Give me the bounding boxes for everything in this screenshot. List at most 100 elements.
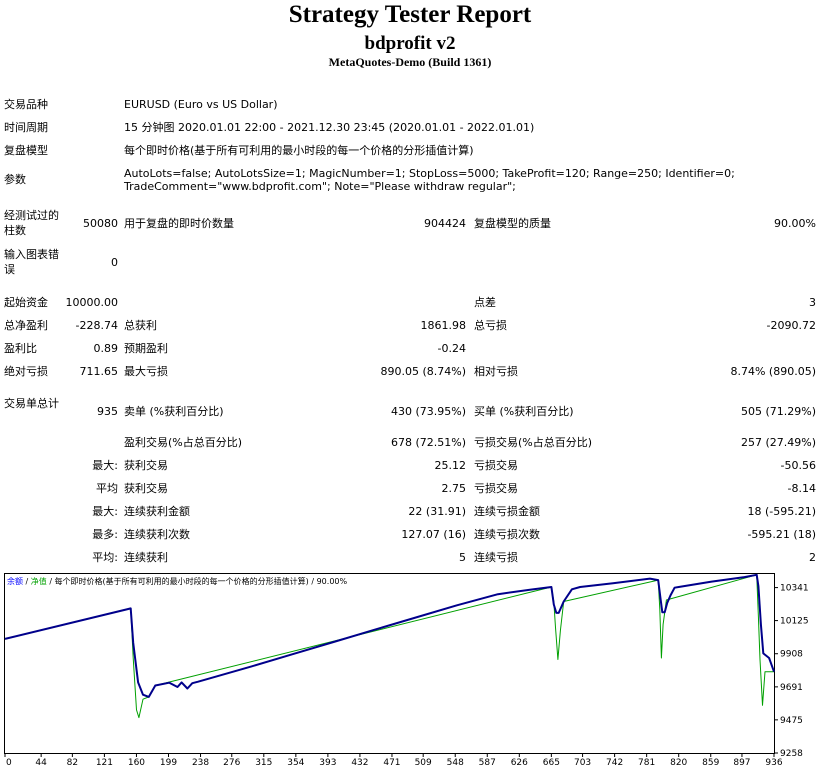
average-consecutive-wins-value: 5 xyxy=(459,551,466,564)
legend-separator-3: / xyxy=(309,577,317,586)
svg-text:余额 / 净值 / 每个即时价格(基于所有可利用的最小时段的: 余额 / 净值 / 每个即时价格(基于所有可利用的最小时段的每一个价格的分形插值… xyxy=(7,576,347,586)
x-tick-label: 354 xyxy=(287,758,304,767)
x-tick-label: 781 xyxy=(638,758,655,767)
max-consecutive-profit-label: 连续获利次数 xyxy=(124,528,190,541)
x-tick-label: 509 xyxy=(415,758,432,767)
max-consecutive-amount-label: 最多: xyxy=(92,528,118,541)
y-tick-label: 9691 xyxy=(780,683,803,693)
spread-value: 3 xyxy=(809,296,816,309)
max-consecutive-label: 最大: xyxy=(92,505,118,518)
profit-trades-value: 678 (72.51%) xyxy=(390,436,466,449)
plot-frame xyxy=(4,573,775,754)
model-value: 每个即时价格(基于所有可利用的最小时段的每一个价格的分形插值计算) xyxy=(124,144,474,157)
bars-value: 50080 xyxy=(83,217,118,230)
max-consecutive-loss-label: 连续亏损次数 xyxy=(474,528,540,541)
x-tick-label: 626 xyxy=(511,758,528,767)
x-tick-label: 936 xyxy=(765,758,782,767)
x-tick-label: 820 xyxy=(670,758,687,767)
profit-trades-label: 盈利交易(%占总百分比) xyxy=(124,436,243,449)
errors-label: 输入图表错误 xyxy=(4,248,59,276)
expert-name: bdprofit v2 xyxy=(364,33,456,54)
ticks-value: 904424 xyxy=(424,217,466,230)
long-positions-label: 买单 (%获利百分比) xyxy=(474,405,574,418)
params-line-1: AutoLots=false; AutoLotsSize=1; MagicNum… xyxy=(124,167,735,180)
average-loss-value: -8.14 xyxy=(787,482,816,495)
relative-drawdown-label: 相对亏损 xyxy=(474,365,518,378)
largest-profit-label: 获利交易 xyxy=(124,459,168,472)
max-drawdown-label: 最大亏损 xyxy=(124,365,168,378)
largest-loss-label: 亏损交易 xyxy=(474,459,518,472)
params-label: 参数 xyxy=(4,173,26,186)
profit-factor-label: 盈利比 xyxy=(4,342,37,355)
model-label: 复盘模型 xyxy=(4,144,48,157)
absolute-drawdown-value: 711.65 xyxy=(79,365,119,378)
spread-label: 点差 xyxy=(474,296,496,309)
net-profit-value: -228.74 xyxy=(75,319,118,332)
x-tick-label: 199 xyxy=(160,758,177,767)
quality-value: 90.00% xyxy=(774,217,816,230)
expected-payoff-value: -0.24 xyxy=(437,342,466,355)
gross-profit-label: 总获利 xyxy=(124,319,157,332)
absolute-drawdown-label: 绝对亏损 xyxy=(4,365,48,378)
x-tick-label: 432 xyxy=(351,758,368,767)
max-consecutive-profit-value: 127.07 (16) xyxy=(401,528,466,541)
relative-drawdown-value: 8.74% (890.05) xyxy=(730,365,816,378)
short-positions-value: 430 (73.95%) xyxy=(390,405,466,418)
x-tick-label: 315 xyxy=(255,758,272,767)
y-tick-label: 9258 xyxy=(780,749,803,759)
average-label: 平均 xyxy=(96,482,118,495)
x-tick-label: 665 xyxy=(543,758,560,767)
x-tick-label: 393 xyxy=(319,758,336,767)
y-tick-label: 9908 xyxy=(780,650,803,660)
loss-trades-value: 257 (27.49%) xyxy=(740,436,816,449)
long-positions-value: 505 (71.29%) xyxy=(740,405,816,418)
max-consecutive-loss-value: -595.21 (18) xyxy=(747,528,816,541)
legend-quality: 90.00% xyxy=(317,577,348,586)
max-consecutive-losses-label: 连续亏损金额 xyxy=(474,505,540,518)
x-tick-label: 471 xyxy=(383,758,400,767)
largest-profit-value: 25.12 xyxy=(434,459,467,472)
legend-separator-1: / xyxy=(23,577,31,586)
max-consecutive-wins-label: 连续获利金额 xyxy=(124,505,190,518)
loss-trades-label: 亏损交易(%占总百分比) xyxy=(474,436,593,449)
x-tick-label: 587 xyxy=(479,758,496,767)
max-consecutive-wins-value: 22 (31.91) xyxy=(408,505,466,518)
report-title: Strategy Tester Report xyxy=(288,1,532,28)
equity-line xyxy=(4,574,774,719)
y-axis: 9258 9475 9691 9908 10125 10341 xyxy=(774,584,809,759)
params-line-2: TradeComment="www.bdprofit.com"; Note="P… xyxy=(124,180,516,193)
x-tick-label: 0 xyxy=(6,758,12,767)
average-loss-label: 亏损交易 xyxy=(474,482,518,495)
x-tick-label: 859 xyxy=(702,758,719,767)
y-tick-label: 10341 xyxy=(780,584,809,594)
average-consecutive-losses-value: 2 xyxy=(809,551,816,564)
period-value: 15 分钟图 2020.01.01 22:00 - 2021.12.30 23:… xyxy=(124,121,535,134)
legend-model: 每个即时价格(基于所有可利用的最小时段的每一个价格的分形插值计算) xyxy=(55,576,309,586)
ticks-label: 用于复盘的即时价数量 xyxy=(124,217,234,230)
errors-value: 0 xyxy=(111,256,118,269)
gross-loss-value: -2090.72 xyxy=(766,319,816,332)
max-consecutive-losses-value: 18 (-595.21) xyxy=(747,505,816,518)
y-tick-label: 9475 xyxy=(780,716,803,726)
bars-label: 经测试过的柱数 xyxy=(4,209,59,237)
average-profit-value: 2.75 xyxy=(441,482,467,495)
largest-label: 最大: xyxy=(92,459,118,472)
y-tick-label: 10125 xyxy=(780,617,809,627)
x-tick-label: 897 xyxy=(733,758,750,767)
balance-line xyxy=(4,573,775,698)
period-label: 时间周期 xyxy=(4,121,48,134)
x-tick-label: 121 xyxy=(96,758,113,767)
total-trades-label: 交易单总计 xyxy=(4,397,59,410)
server-build: MetaQuotes-Demo (Build 1361) xyxy=(328,55,492,69)
gross-profit-value: 1861.98 xyxy=(420,319,467,332)
x-tick-label: 238 xyxy=(192,758,209,767)
symbol-value: EURUSD (Euro vs US Dollar) xyxy=(124,98,278,111)
short-positions-label: 卖单 (%获利百分比) xyxy=(124,405,224,418)
x-tick-label: 703 xyxy=(574,758,591,767)
deposit-label: 起始资金 xyxy=(4,296,48,309)
average-consecutive-losses-label: 连续亏损 xyxy=(474,551,518,564)
balance-equity-chart: 余额 / 净值 / 每个即时价格(基于所有可利用的最小时段的每一个价格的分形插值… xyxy=(4,573,809,767)
x-tick-label: 44 xyxy=(35,758,47,767)
expected-payoff-label: 预期盈利 xyxy=(124,342,168,355)
x-tick-label: 160 xyxy=(128,758,145,767)
